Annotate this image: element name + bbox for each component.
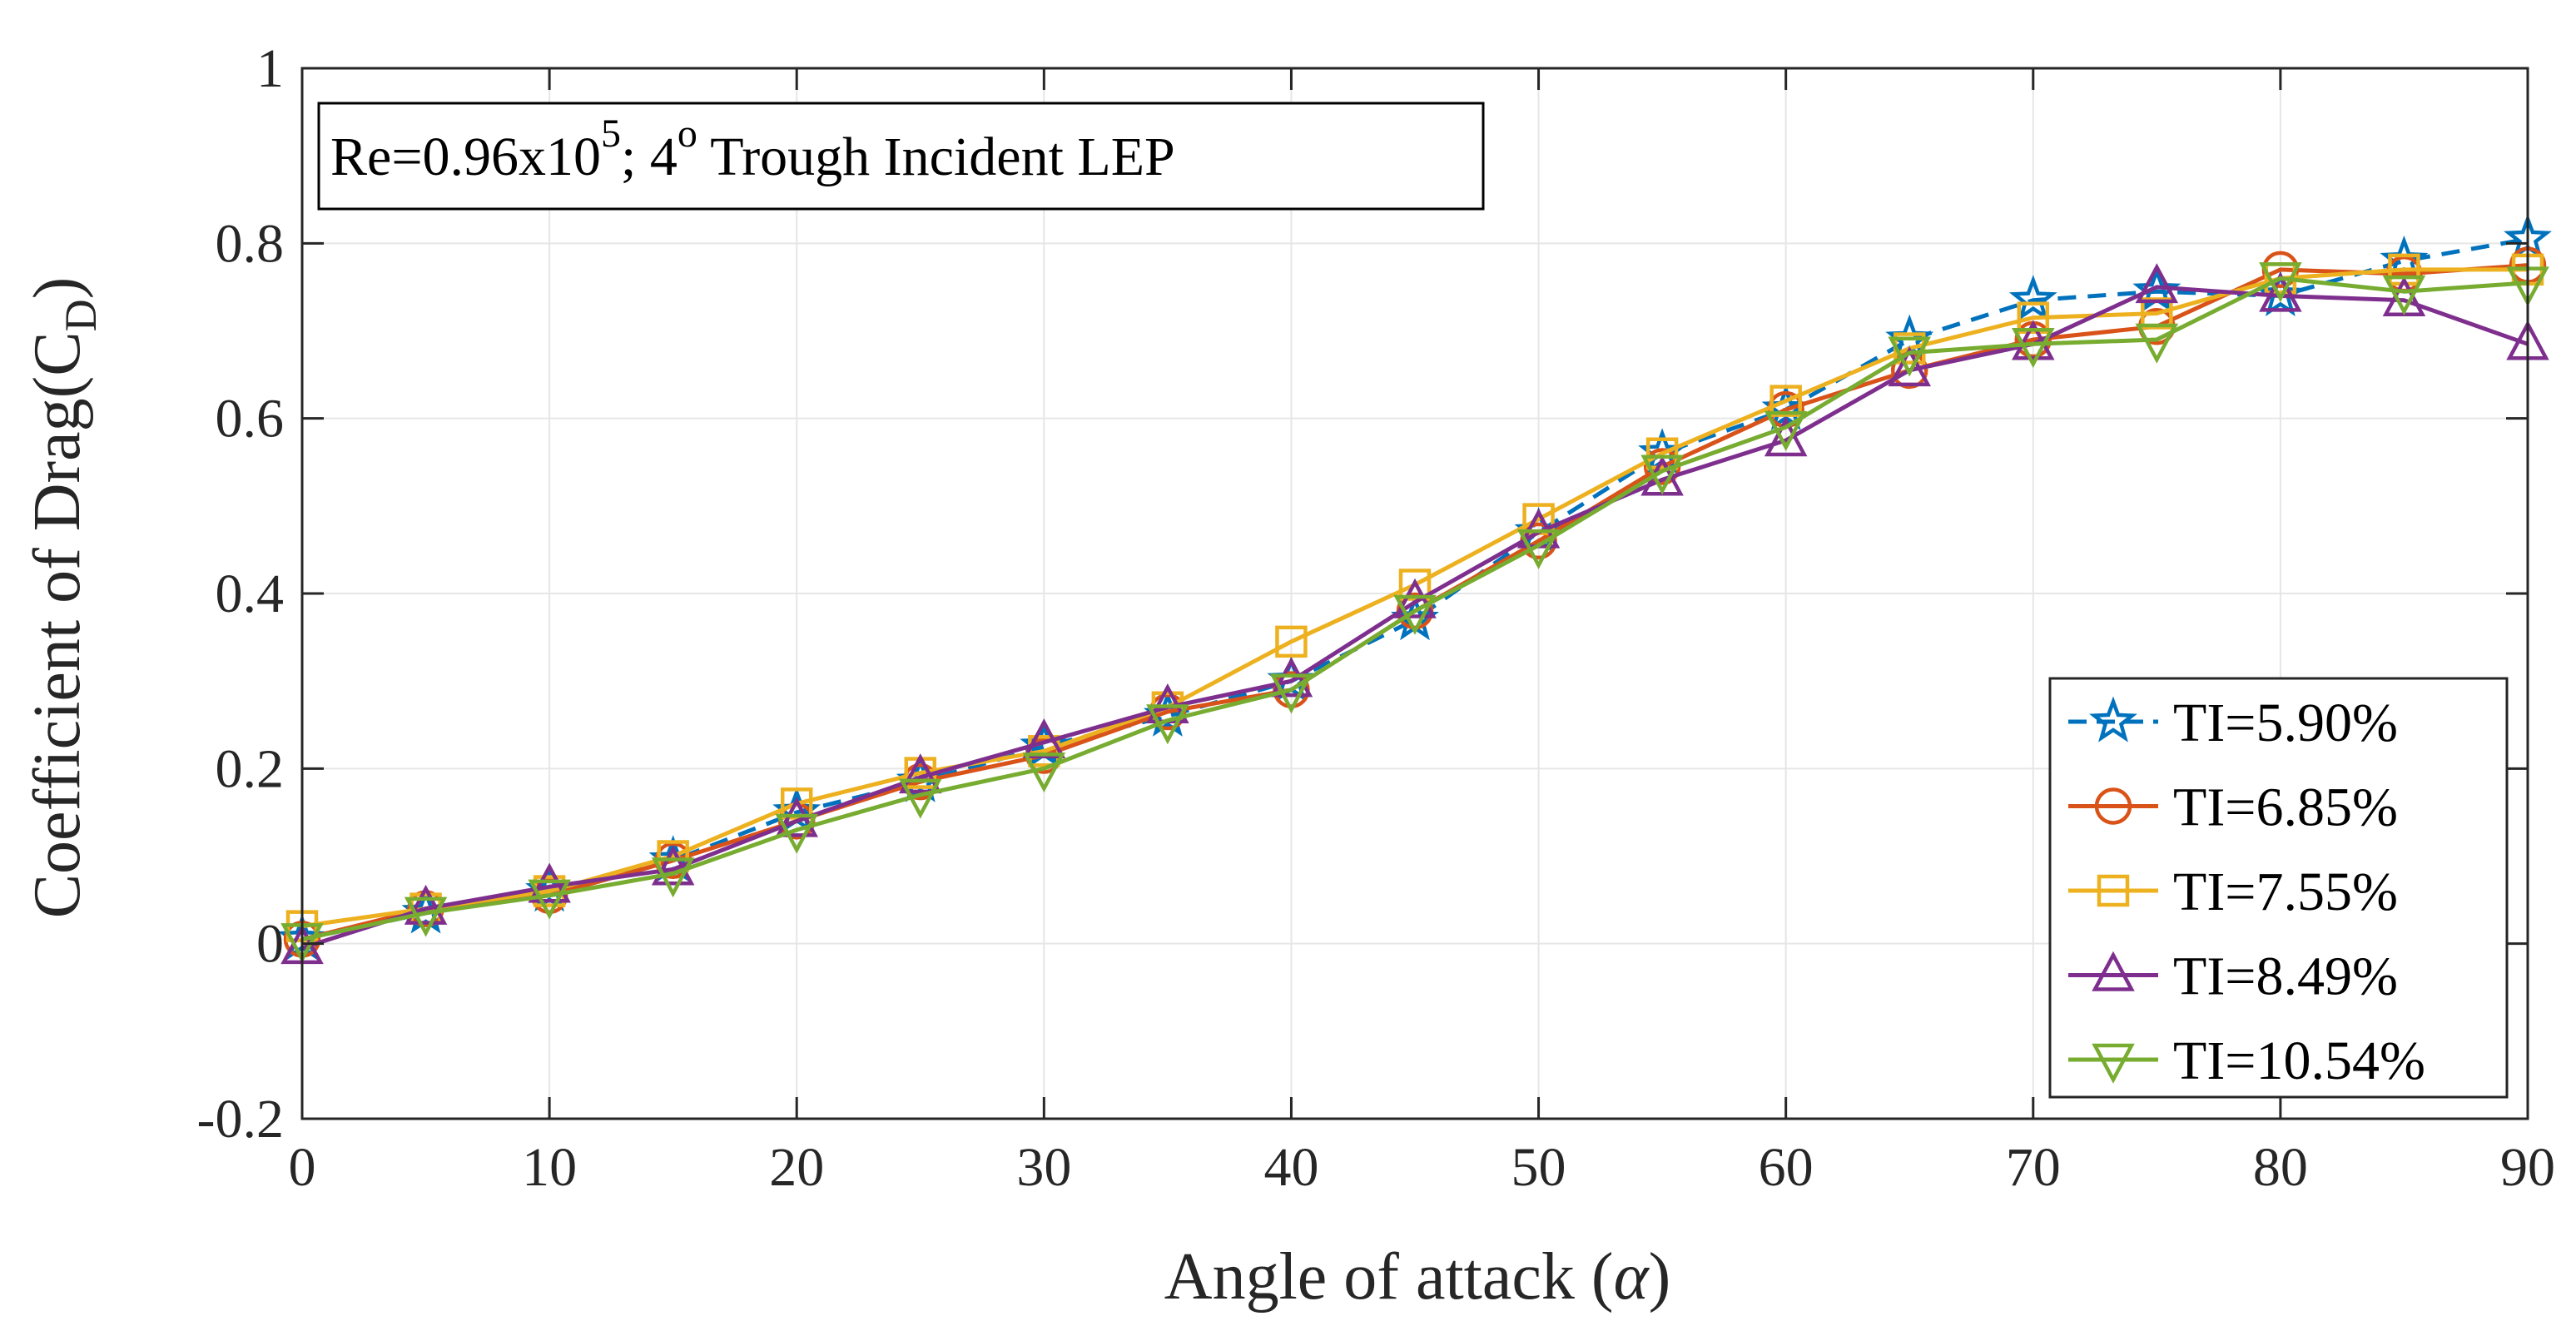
data-point-marker bbox=[2017, 301, 2050, 334]
y-tick-label: 0.6 bbox=[216, 389, 285, 449]
x-axis-title-suffix: ) bbox=[1649, 1240, 1671, 1314]
data-point-marker bbox=[780, 787, 813, 820]
x-tick-label: 0 bbox=[289, 1137, 316, 1198]
y-axis-title: Coefficient of Drag(CD) bbox=[21, 277, 106, 919]
x-tick-label: 30 bbox=[1016, 1137, 1071, 1198]
legend-label: TI=5.90% bbox=[2173, 693, 2398, 753]
legend-entry-2: TI=6.85% bbox=[2068, 777, 2398, 838]
x-tick-label: 50 bbox=[1511, 1137, 1566, 1198]
y-tick-label: 0 bbox=[256, 914, 284, 975]
x-tick-label: 90 bbox=[2500, 1137, 2555, 1198]
x-tick-label: 80 bbox=[2253, 1137, 2308, 1198]
data-point-marker bbox=[1146, 704, 1189, 745]
data-point-marker bbox=[2259, 262, 2302, 303]
annotation-suffix: Trough Incident LEP bbox=[697, 127, 1175, 187]
annotation-middle: ; 4 bbox=[621, 127, 678, 187]
legend-marker bbox=[2094, 787, 2132, 825]
y-tick-label: 1 bbox=[256, 38, 284, 99]
y-tick-label: 0.2 bbox=[216, 738, 285, 799]
data-point-marker bbox=[1888, 336, 1931, 377]
data-point-marker bbox=[2008, 275, 2057, 321]
data-point-marker bbox=[651, 845, 695, 886]
x-tick-label: 20 bbox=[769, 1137, 824, 1198]
axes-frame bbox=[300, 67, 2529, 1120]
annotation-border bbox=[317, 102, 1485, 211]
legend-marker bbox=[2097, 874, 2130, 907]
legend-entry-3: TI=7.55% bbox=[2068, 862, 2398, 922]
y-axis-title-subscript: D bbox=[56, 299, 106, 331]
legend-marker bbox=[2092, 1043, 2135, 1084]
data-point-marker bbox=[404, 896, 448, 937]
x-axis-title-prefix: Angle of attack ( bbox=[1164, 1240, 1614, 1314]
legend: TI=5.90% TI=6.85% TI=7.55% TI=8.49% TI=10.54… bbox=[2048, 677, 2509, 1099]
data-point-marker bbox=[775, 797, 818, 837]
tick-labels: 0 10 20 30 40 50 60 70 80 90-0.200.20.40.60.81 bbox=[197, 38, 2555, 1198]
data-point-marker bbox=[2012, 328, 2055, 369]
x-tick-label: 70 bbox=[2006, 1137, 2061, 1198]
data-point-marker bbox=[1640, 454, 1684, 495]
y-tick-label: 0.4 bbox=[216, 564, 285, 624]
data-point-marker bbox=[1645, 437, 1679, 469]
data-point-marker bbox=[1516, 529, 1561, 569]
data-point-marker bbox=[1393, 594, 1437, 635]
y-axis-title-main: Coefficient of Drag(C bbox=[21, 331, 94, 918]
annotation-text: Re=0.96x105; 4o Trough Incident LEP bbox=[330, 112, 1175, 187]
data-point-marker bbox=[1275, 625, 1308, 658]
data-point-marker bbox=[1393, 578, 1437, 618]
data-point-marker bbox=[2135, 263, 2179, 304]
x-axis-title-symbol: α bbox=[1614, 1240, 1650, 1314]
data-point-marker bbox=[1398, 569, 1432, 601]
series-line bbox=[301, 276, 2529, 941]
legend-entry-4: TI=8.49% bbox=[2068, 946, 2398, 1007]
data-point-marker bbox=[404, 884, 448, 925]
data-point-marker bbox=[1022, 718, 1066, 759]
x-axis-title: Angle of attack (α) bbox=[1164, 1240, 1670, 1314]
data-point-marker bbox=[899, 753, 942, 794]
data-point-marker bbox=[775, 813, 818, 854]
data-point-marker bbox=[1764, 410, 1808, 451]
data-point-marker bbox=[528, 879, 571, 920]
annotation-degree: o bbox=[678, 112, 697, 156]
data-point-marker bbox=[899, 778, 942, 819]
data-point-marker bbox=[2012, 320, 2055, 360]
data-point-marker bbox=[1888, 346, 1931, 387]
legend-entry-5: TI=10.54% bbox=[2068, 1031, 2425, 1091]
data-point-marker bbox=[2382, 275, 2426, 315]
legend-label: TI=8.49% bbox=[2173, 946, 2398, 1007]
legend-label: TI=10.54% bbox=[2173, 1031, 2425, 1091]
data-point-marker bbox=[1269, 673, 1313, 714]
legend-marker bbox=[2089, 696, 2137, 742]
series-line bbox=[301, 236, 2529, 941]
data-point-marker bbox=[2259, 271, 2302, 312]
data-point-marker bbox=[1764, 416, 1808, 457]
legend-label: TI=6.85% bbox=[2173, 777, 2398, 838]
annotation-box: Re=0.96x105; 4o Trough Incident LEP bbox=[317, 102, 1485, 211]
data-point-marker bbox=[2135, 323, 2179, 364]
data-point-marker bbox=[528, 862, 571, 903]
series-line bbox=[301, 285, 2529, 951]
y-tick-label: 0.8 bbox=[216, 213, 285, 274]
y-axis-title-close: ) bbox=[21, 277, 94, 300]
x-tick-label: 40 bbox=[1263, 1137, 1318, 1198]
y-tick-label: -0.2 bbox=[197, 1089, 284, 1150]
data-point-marker bbox=[1022, 752, 1066, 793]
x-tick-label: 60 bbox=[1759, 1137, 1814, 1198]
legend-label: TI=7.55% bbox=[2173, 862, 2398, 922]
data-point-marker bbox=[651, 857, 695, 898]
data-point-marker bbox=[1269, 657, 1313, 698]
annotation-exponent: 5 bbox=[601, 112, 621, 156]
legend-marker bbox=[2092, 951, 2135, 991]
x-tick-label: 10 bbox=[522, 1137, 577, 1198]
annotation-prefix: Re=0.96x10 bbox=[330, 127, 601, 187]
data-point-marker bbox=[1769, 385, 1802, 417]
legend-entry-1: TI=5.90% bbox=[2068, 693, 2398, 753]
data-point-marker bbox=[2141, 297, 2173, 330]
data-series bbox=[278, 213, 2552, 965]
